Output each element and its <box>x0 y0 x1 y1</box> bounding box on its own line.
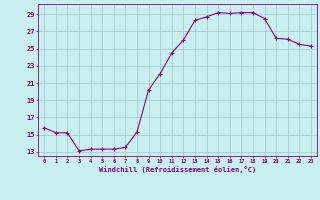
X-axis label: Windchill (Refroidissement éolien,°C): Windchill (Refroidissement éolien,°C) <box>99 166 256 173</box>
